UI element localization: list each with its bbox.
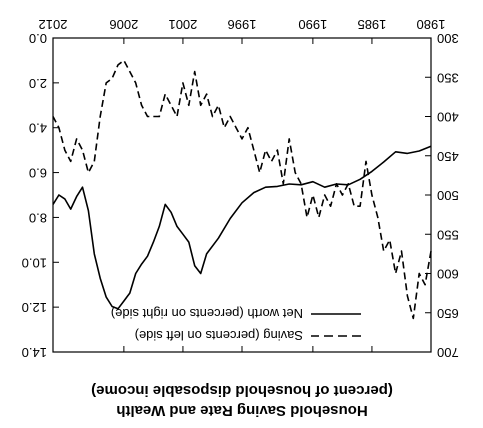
right-tick-label: 8.0 <box>29 210 47 225</box>
x-tick-label: 1980 <box>417 17 446 32</box>
x-tick-label: 2006 <box>109 17 138 32</box>
right-tick-label: 4.0 <box>29 121 47 136</box>
x-tick-label: 1985 <box>357 17 386 32</box>
x-tick-label: 1996 <box>228 17 257 32</box>
left-tick-label: 400 <box>437 110 459 125</box>
series-layer <box>52 59 432 320</box>
left-tick-label: 600 <box>437 267 459 282</box>
plot-frame <box>52 37 432 353</box>
series-line-saving <box>52 59 432 320</box>
x-tick-label: 2001 <box>168 17 197 32</box>
right-tick-label: 10.0 <box>22 255 47 270</box>
x-tick-label: 2012 <box>39 17 68 32</box>
right-tick-label: 14.0 <box>22 345 47 360</box>
x-tick-label: 1990 <box>298 17 327 32</box>
left-tick-label: 450 <box>437 149 459 164</box>
chart-subtitle: (percent of household disposable income) <box>91 382 393 399</box>
right-axis-ticks: 0.0 2.0 4.0 6.0 8.0 10.0 12.0 14.0 <box>22 31 59 360</box>
left-tick-label: 300 <box>437 31 459 46</box>
legend-label-net-worth: Net worth (percents on right side) <box>111 306 303 321</box>
x-axis-ticks: 1980 1985 1990 1996 2001 2006 2012 <box>39 17 446 352</box>
right-tick-label: 12.0 <box>22 300 47 315</box>
chart-title: Household Saving Rate and Wealth <box>116 402 367 419</box>
left-tick-label: 550 <box>437 227 459 242</box>
left-tick-label: 350 <box>437 70 459 85</box>
series-line-net-worth <box>52 145 432 310</box>
right-tick-label: 6.0 <box>29 166 47 181</box>
legend-label-saving: Saving (percents on left side) <box>135 328 303 343</box>
legend: Saving (percents on left side) Net worth… <box>111 306 361 343</box>
left-axis-ticks: 300 350 400 450 500 550 600 650 700 <box>425 31 459 360</box>
right-tick-label: 0.0 <box>29 31 47 46</box>
left-tick-label: 500 <box>437 188 459 203</box>
left-tick-label: 650 <box>437 306 459 321</box>
left-tick-label: 700 <box>437 345 459 360</box>
right-tick-label: 2.0 <box>29 76 47 91</box>
